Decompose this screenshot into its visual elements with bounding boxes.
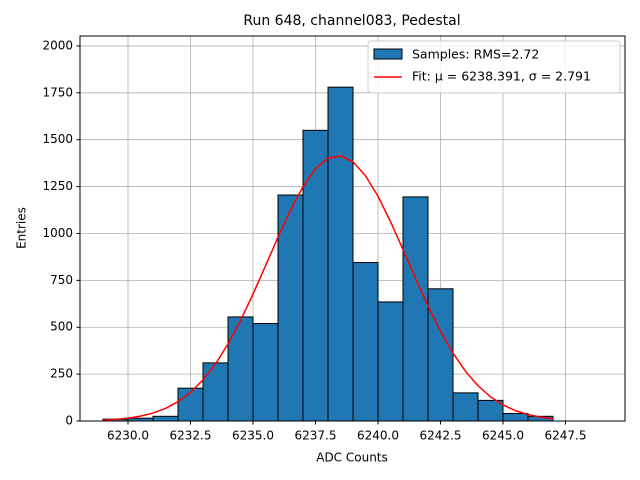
x-tick-label: 6235.0 (232, 429, 274, 443)
x-tick-label: 6240.0 (357, 429, 399, 443)
x-tick-label: 6242.5 (420, 429, 462, 443)
bar (427, 288, 454, 422)
legend-label: Samples: RMS=2.72 (412, 47, 539, 62)
bar (502, 412, 529, 422)
y-tick-label: 0 (65, 414, 73, 428)
x-axis-label: ADC Counts (316, 451, 388, 465)
y-tick-label: 1750 (42, 85, 73, 99)
axes-frame (79, 35, 626, 422)
bar (152, 415, 179, 422)
y-axis-label: Entries (15, 207, 29, 249)
x-tick-label: 6247.5 (545, 429, 587, 443)
bar (452, 392, 479, 422)
legend-swatch (373, 48, 403, 60)
y-tick-label: 1500 (42, 132, 73, 146)
legend-box (367, 40, 621, 94)
x-tick-label: 6237.5 (295, 429, 337, 443)
legend: Samples: RMS=2.72 Fit: μ = 6238.391, σ = … (367, 40, 621, 94)
legend-label: Fit: μ = 6238.391, σ = 2.791 (412, 69, 591, 84)
bar (402, 196, 429, 422)
marks (102, 86, 554, 422)
x-tick-label: 6230.0 (107, 429, 149, 443)
bar (177, 387, 204, 422)
x-tick-label: 6245.0 (482, 429, 524, 443)
y-tick-label: 1250 (42, 179, 73, 193)
y-tick-label: 1000 (42, 226, 73, 240)
bar (302, 129, 329, 422)
fit-line (102, 155, 554, 421)
bar (477, 399, 504, 422)
bar (252, 322, 279, 422)
bar (327, 86, 354, 422)
x-tick-label: 6232.5 (170, 429, 212, 443)
y-tick-label: 250 (50, 367, 73, 381)
bar (227, 316, 254, 422)
bar (377, 301, 404, 422)
y-tick-label: 2000 (42, 38, 73, 52)
bar (352, 262, 379, 422)
chart-title: Run 648, channel083, Pedestal (243, 13, 460, 29)
y-tick-label: 750 (50, 273, 73, 287)
y-tick-label: 500 (50, 320, 73, 334)
bar (202, 362, 229, 422)
